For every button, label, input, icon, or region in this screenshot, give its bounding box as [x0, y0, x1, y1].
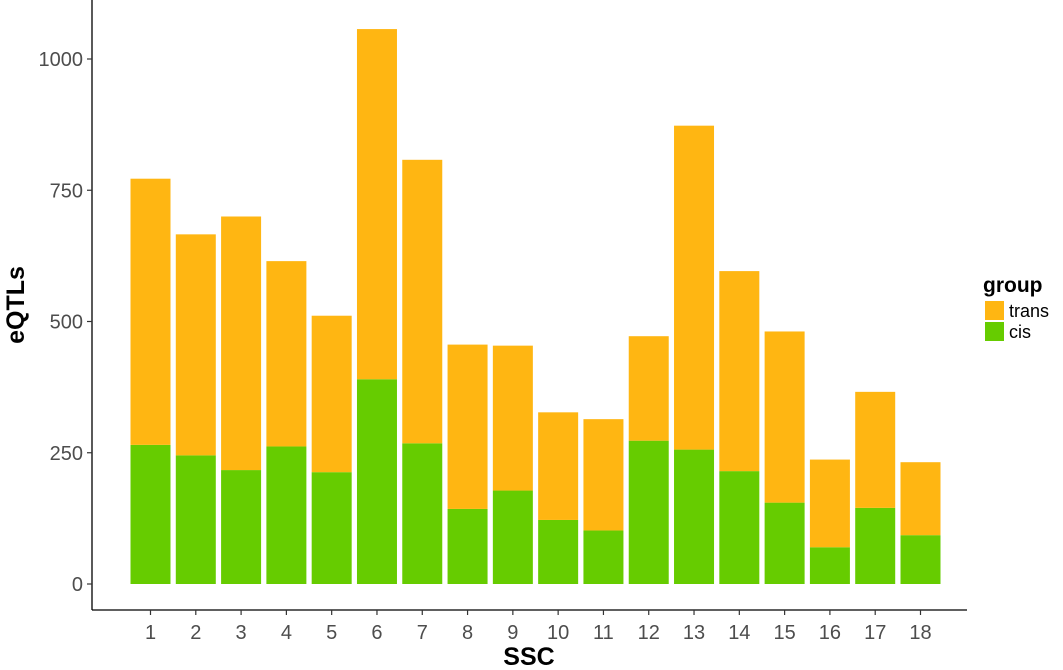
x-axis-title: SSC [503, 643, 554, 670]
x-tick-label-10: 10 [547, 622, 569, 644]
x-tick-label-4: 4 [281, 622, 292, 644]
bar-trans-16 [809, 459, 850, 548]
bar-trans-15 [764, 331, 805, 503]
legend-key-trans [985, 301, 1004, 320]
bar-trans-7 [402, 159, 443, 444]
x-tick-label-12: 12 [638, 622, 660, 644]
y-ticks: 0 250 500 750 1000 [39, 49, 92, 596]
bar-trans-10 [538, 412, 579, 520]
bar-cis-9 [492, 490, 533, 584]
legend-label-cis: cis [1009, 322, 1031, 342]
bar-trans-14 [719, 271, 760, 472]
x-tick-label-8: 8 [462, 622, 473, 644]
x-tick-label-16: 16 [819, 622, 841, 644]
x-tick-label-17: 17 [864, 622, 886, 644]
bar-trans-17 [855, 391, 896, 508]
bar-trans-13 [674, 125, 715, 450]
bar-cis-12 [628, 440, 669, 584]
bar-cis-16 [809, 547, 850, 584]
x-tick-label-6: 6 [371, 622, 382, 644]
bar-cis-10 [538, 519, 579, 584]
bar-trans-11 [583, 419, 624, 531]
bar-cis-7 [402, 443, 443, 584]
bar-trans-1 [130, 178, 171, 445]
y-tick-label-0: 0 [72, 574, 83, 596]
x-tick-label-14: 14 [728, 622, 750, 644]
bar-trans-12 [628, 336, 669, 441]
legend-key-cis [985, 322, 1004, 341]
bar-cis-5 [311, 472, 352, 584]
x-tick-label-9: 9 [507, 622, 518, 644]
bar-trans-8 [447, 344, 488, 509]
bars [130, 29, 941, 584]
x-tick-label-1: 1 [145, 622, 156, 644]
legend: group trans cis [983, 274, 1049, 342]
bar-cis-8 [447, 508, 488, 584]
bar-cis-1 [130, 444, 171, 584]
bar-trans-18 [900, 462, 941, 536]
bar-trans-6 [356, 29, 397, 380]
bar-trans-2 [175, 234, 216, 456]
bar-cis-17 [855, 507, 896, 584]
x-ticks: 1 2 3 4 5 6 7 8 9 10 11 12 13 14 15 16 17 18 [145, 610, 932, 644]
x-tick-label-3: 3 [236, 622, 247, 644]
x-tick-label-5: 5 [326, 622, 337, 644]
bar-cis-14 [719, 471, 760, 584]
bar-cis-3 [221, 470, 262, 584]
y-tick-label-1000: 1000 [39, 49, 84, 71]
x-tick-label-15: 15 [773, 622, 795, 644]
bar-trans-9 [492, 345, 533, 491]
y-tick-label-750: 750 [50, 180, 83, 202]
x-tick-label-2: 2 [190, 622, 201, 644]
bar-cis-6 [356, 379, 397, 584]
bar-cis-2 [175, 455, 216, 584]
y-tick-label-500: 500 [50, 312, 83, 334]
bar-cis-18 [900, 535, 941, 584]
x-tick-label-11: 11 [593, 622, 614, 644]
bar-trans-3 [221, 216, 262, 471]
x-tick-label-13: 13 [683, 622, 705, 644]
x-tick-label-18: 18 [909, 622, 931, 644]
bar-trans-5 [311, 315, 352, 473]
bar-cis-11 [583, 530, 624, 584]
axes [91, 0, 967, 611]
bar-cis-15 [764, 502, 805, 584]
y-tick-label-250: 250 [50, 443, 83, 465]
y-axis-title: eQTLs [2, 266, 30, 344]
legend-label-trans: trans [1009, 301, 1049, 321]
bar-trans-4 [266, 261, 307, 447]
bar-cis-4 [266, 446, 307, 584]
legend-title: group [983, 274, 1042, 297]
x-tick-label-7: 7 [417, 622, 428, 644]
bar-cis-13 [674, 449, 715, 584]
